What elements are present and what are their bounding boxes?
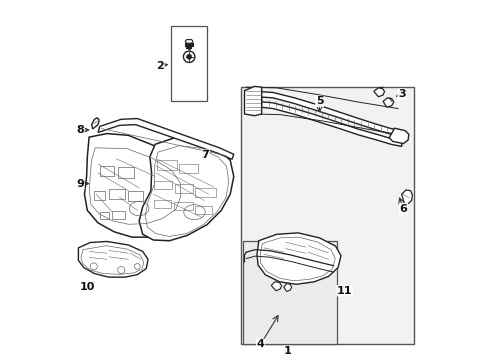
Text: 7: 7 [201, 150, 209, 160]
Polygon shape [247, 102, 401, 147]
Text: 1: 1 [283, 346, 291, 356]
Text: 5: 5 [315, 96, 323, 107]
Text: 6: 6 [399, 203, 407, 213]
Polygon shape [271, 282, 281, 291]
Polygon shape [401, 190, 411, 204]
Polygon shape [78, 242, 148, 277]
Polygon shape [185, 40, 193, 43]
Polygon shape [244, 86, 261, 116]
Text: 3: 3 [397, 89, 405, 99]
Text: 4: 4 [256, 339, 264, 349]
Text: 10: 10 [80, 282, 95, 292]
Bar [171, 26, 206, 102]
Polygon shape [84, 134, 190, 237]
Text: 9: 9 [76, 179, 84, 189]
Text: 8: 8 [76, 125, 84, 135]
Bar [242, 241, 337, 344]
Polygon shape [373, 88, 384, 97]
Text: 11: 11 [336, 286, 351, 296]
Polygon shape [91, 118, 99, 129]
Polygon shape [382, 98, 393, 107]
Circle shape [186, 54, 191, 59]
Text: 2: 2 [156, 61, 164, 71]
Polygon shape [283, 284, 291, 292]
Polygon shape [139, 137, 233, 241]
Bar [241, 87, 413, 344]
Polygon shape [98, 118, 233, 159]
Polygon shape [257, 233, 340, 284]
Polygon shape [247, 91, 401, 136]
Polygon shape [388, 128, 408, 144]
